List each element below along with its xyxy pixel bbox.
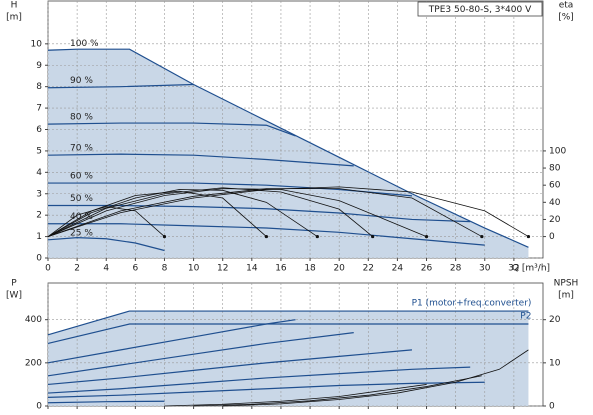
y2-tick-label: 20 xyxy=(549,215,561,225)
x-tick-label: 18 xyxy=(304,264,316,274)
y-tick-label: 4 xyxy=(36,168,42,178)
y2-tick-label: 40 xyxy=(549,198,561,208)
secondary-curve xyxy=(222,349,529,407)
curve-end-point xyxy=(526,234,531,239)
curve xyxy=(48,223,485,246)
curve-end-point xyxy=(424,234,429,239)
chart-title: TPE3 50-80-S, 3*400 V xyxy=(428,5,532,15)
curve-label: P1 (motor+freq.converter) xyxy=(412,299,532,309)
x-tick-label: 14 xyxy=(246,264,258,274)
curve xyxy=(47,366,471,394)
x-tick-label: 8 xyxy=(162,264,168,274)
secondary-curve xyxy=(193,375,482,407)
y-tick-label: 1 xyxy=(36,232,42,242)
y-tick-label: 9 xyxy=(36,61,42,71)
y2-axis-label: NPSH xyxy=(554,279,579,289)
y2-axis-unit: [m] xyxy=(558,291,574,301)
x-tick-label: 24 xyxy=(392,264,404,274)
curve xyxy=(47,237,165,252)
y-tick-label: 200 xyxy=(25,358,42,368)
curve xyxy=(47,48,529,248)
x-tick-label: 0 xyxy=(45,264,51,274)
x-tick-label: 4 xyxy=(103,264,109,274)
y2-tick-label: 20 xyxy=(549,315,561,325)
operating-area xyxy=(48,311,529,406)
y-axis-unit: [m] xyxy=(6,13,22,23)
secondary-curve xyxy=(47,189,318,237)
title-box xyxy=(417,1,543,17)
secondary-curve xyxy=(47,188,427,237)
y2-tick-label: 10 xyxy=(549,358,561,368)
y-tick-label: 6 xyxy=(36,125,42,135)
x-tick-label: 20 xyxy=(333,264,345,274)
y-tick-label: 400 xyxy=(25,315,42,325)
y2-axis-label: eta xyxy=(559,1,574,11)
curve-label: 50 % xyxy=(70,194,93,204)
y-axis-label: P xyxy=(11,279,17,289)
secondary-curve xyxy=(164,384,427,407)
x-tick-label: 16 xyxy=(275,264,287,274)
y2-tick-label: 60 xyxy=(549,181,561,191)
curve-end-point xyxy=(371,234,375,239)
curve xyxy=(48,204,471,223)
y-tick-label: 10 xyxy=(31,39,43,49)
curve xyxy=(47,310,529,336)
curve-label: 100 % xyxy=(70,39,99,49)
y2-axis-unit: [%] xyxy=(558,13,574,23)
y-tick-label: 5 xyxy=(36,146,42,156)
curve xyxy=(47,83,194,89)
x-tick-label: 26 xyxy=(421,264,433,274)
y2-tick-label: 100 xyxy=(549,146,566,156)
secondary-curve xyxy=(47,188,483,237)
x-tick-label: 10 xyxy=(188,264,200,274)
curve xyxy=(47,319,296,364)
curve xyxy=(47,349,413,386)
x-tick-label: 6 xyxy=(132,264,138,274)
secondary-curve xyxy=(47,206,165,237)
x-tick-label: 2 xyxy=(74,264,80,274)
y2-tick-label: 80 xyxy=(549,164,561,174)
curve-label: 25 % xyxy=(70,228,93,238)
x-tick-label: 12 xyxy=(217,264,228,274)
curve xyxy=(47,122,296,137)
curve xyxy=(47,400,165,404)
x-tick-label: 28 xyxy=(450,264,462,274)
curve-end-point xyxy=(162,234,167,239)
y-tick-label: 3 xyxy=(36,189,42,199)
y-tick-label: 7 xyxy=(36,104,42,114)
curve-end-point xyxy=(480,234,484,239)
curve xyxy=(47,381,485,398)
y-tick-label: 0 xyxy=(36,402,42,412)
curve-label: 90 % xyxy=(70,76,93,86)
curve-label: 70 % xyxy=(70,144,93,154)
y-axis-unit: [W] xyxy=(6,291,22,301)
y-axis-label: H xyxy=(11,1,18,11)
x-tick-label: 32 xyxy=(508,264,519,274)
y2-tick-label: 0 xyxy=(549,232,555,242)
curve xyxy=(47,332,354,377)
y-tick-label: 2 xyxy=(36,211,42,221)
curve-label: 60 % xyxy=(70,172,93,182)
curve-end-point xyxy=(315,234,319,239)
curve-end-point xyxy=(264,234,268,239)
y2-tick-label: 0 xyxy=(549,402,555,412)
curve-label: P2 xyxy=(520,312,531,322)
y-tick-label: 0 xyxy=(36,254,42,264)
curve xyxy=(47,153,354,167)
secondary-curve xyxy=(47,190,267,237)
x-tick-label: 30 xyxy=(479,264,491,274)
x-tick-label: 22 xyxy=(363,264,374,274)
y-tick-label: 8 xyxy=(36,82,42,92)
curve xyxy=(47,323,529,345)
curve-label: 80 % xyxy=(70,113,93,123)
secondary-curve xyxy=(47,187,373,237)
x-axis-label: Q [m³/h] xyxy=(512,264,550,274)
